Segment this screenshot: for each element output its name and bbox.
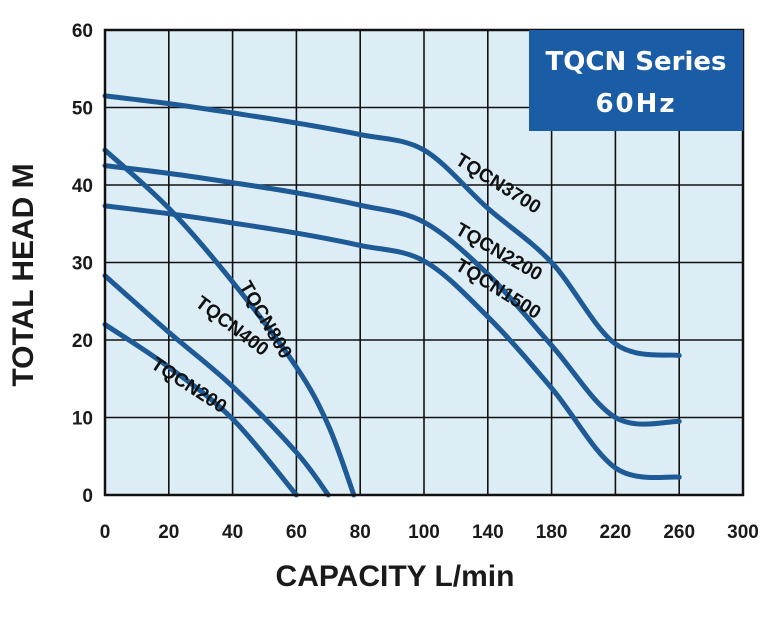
y-tick-label: 30 [72, 254, 93, 275]
x-tick-label: 100 [408, 522, 440, 543]
x-tick-label: 140 [472, 522, 504, 543]
x-tick-label: 60 [286, 522, 307, 543]
chart-subtitle: 60Hz [595, 89, 676, 119]
y-tick-label: 20 [72, 331, 93, 352]
x-tick-label: 180 [536, 522, 568, 543]
x-axis-title: CAPACITY L/min [276, 560, 515, 593]
chart-title: TQCN Series [546, 47, 727, 77]
y-tick-labels: 0 10 20 30 40 50 60 [72, 21, 93, 507]
x-tick-label: 260 [663, 522, 695, 543]
y-tick-label: 40 [72, 176, 93, 197]
y-tick-label: 60 [72, 21, 93, 42]
series-badge: TQCN Series 60Hz [529, 30, 743, 131]
x-tick-label: 80 [350, 522, 371, 543]
x-tick-label: 20 [158, 522, 179, 543]
y-axis-title: TOTAL HEAD M [7, 163, 40, 386]
x-tick-label: 300 [727, 522, 759, 543]
x-tick-labels: 0 20 40 60 80 100 140 180 220 260 300 [100, 522, 759, 543]
x-tick-label: 0 [100, 522, 111, 543]
y-tick-label: 0 [82, 486, 93, 507]
x-tick-label: 220 [600, 522, 632, 543]
x-tick-label: 40 [222, 522, 243, 543]
pump-curve-chart: 0 10 20 30 40 50 60 0 20 40 60 80 100 140 180 220 260 30… [0, 0, 768, 624]
y-tick-label: 50 [72, 99, 93, 120]
y-tick-label: 10 [72, 409, 93, 430]
